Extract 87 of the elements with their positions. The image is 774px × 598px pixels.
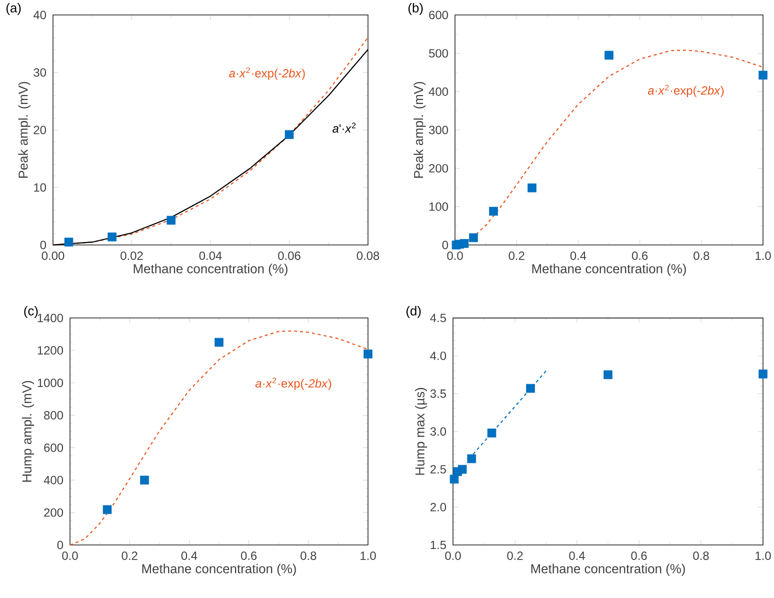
point [458,464,467,474]
annotation: a·x$^{2}$·exp(-2bx) [229,67,305,80]
y-tick-label: 300 [428,126,448,134]
point [214,338,224,347]
y-tick-label: 800 [44,411,64,420]
x-tick-label: 0.4 [569,552,585,560]
point [166,216,176,225]
x-tick-label: 0.0 [445,552,461,560]
y-tick-label: 40 [33,10,46,20]
chart-title: (c) [24,306,38,318]
point [758,70,768,80]
y-tick-label: 100 [429,202,448,211]
y-tick-label: 20 [34,126,46,134]
chart-title: (b) [408,2,423,16]
point [604,370,612,380]
x-tick-label: 0.0 [62,552,78,560]
point [528,183,536,192]
x-tick-label: 0.04 [199,252,222,260]
y-tick-label: 400 [44,476,64,484]
point [469,233,478,242]
x-tick-label: 0.2 [122,552,138,560]
y-tick-label: 1200 [38,346,64,355]
y-axis-title: Peak ampl. (mV) [18,82,30,178]
x-tick-label: 0.2 [508,252,524,260]
y-tick-label: 10 [34,183,46,192]
y-tick-label: 30 [34,68,46,77]
x-tick-label: 1.0 [360,552,376,560]
x-tick-label: 1.0 [756,252,771,260]
point [487,428,496,438]
y-tick-label: 0 [57,540,64,550]
y-tick-label: 1400 [38,314,64,322]
point [489,206,498,216]
y-tick-label: 600 [429,10,448,20]
chart-title: (a) [6,2,21,16]
x-tick-label: 0.8 [300,552,316,560]
x-tick-label: 0.0 [447,252,463,260]
point [758,370,768,378]
point [284,130,294,139]
x-axis-title: Methane concentration (%) [532,264,686,276]
x-axis-title: Methane concentration (%) [134,264,288,276]
x-tick-label: 0.4 [181,552,198,560]
annotation: a·x$^{2}$·exp(-2bx) [648,84,724,98]
x-tick-label: 0.6 [240,552,257,560]
x-tick-label: 1.0 [756,552,771,560]
y-tick-label: 1.5 [430,540,446,550]
y-tick-label: 2.5 [430,465,446,474]
y-tick-label: 3.0 [430,427,446,436]
point [140,476,149,485]
y-tick-label: 1000 [38,378,64,388]
x-axis-title: Methane concentration (%) [531,564,685,576]
x-tick-label: 0.8 [693,552,709,560]
y-tick-label: 2.0 [430,502,446,512]
y-tick-label: 3.5 [430,389,446,398]
y-axis-title: Hump max (µs) [414,388,428,475]
point [450,474,459,484]
point [460,239,469,248]
y-tick-label: 0 [40,240,46,250]
y-tick-label: 200 [44,508,64,517]
y-axis-title: Hump ampl. (mV) [22,380,34,482]
y-tick-label: 500 [429,49,448,58]
point [467,454,476,464]
y-tick-label: 4.5 [430,314,446,322]
x-tick-label: 0.4 [570,252,586,260]
point [604,50,614,60]
y-tick-label: 0 [442,240,448,250]
point [108,232,116,242]
x-tick-label: 0.6 [632,252,648,260]
chart-title: (d) [406,306,421,318]
point [526,384,535,393]
x-tick-label: 0.2 [507,552,523,560]
x-tick-label: 0.02 [120,252,143,260]
x-tick-label: 0.8 [694,252,710,260]
x-axis-title: Methane concentration (%) [142,564,296,576]
annotation: a'·x$^{2}$ [332,122,356,133]
y-tick-label: 200 [429,164,448,173]
point [102,505,112,514]
y-tick-label: 600 [44,443,64,452]
y-tick-label: 4.0 [430,352,446,360]
y-tick-label: 400 [428,87,448,96]
annotation: a·x$^{2}$·exp(-2bx) [255,378,332,390]
point [64,238,74,247]
y-axis-title: Peak ampl. (mV) [414,82,426,178]
point [364,350,372,358]
x-tick-label: 0.00 [42,252,64,260]
x-tick-label: 0.06 [278,252,300,260]
x-tick-label: 0.08 [356,252,380,260]
x-tick-label: 0.6 [631,552,647,560]
